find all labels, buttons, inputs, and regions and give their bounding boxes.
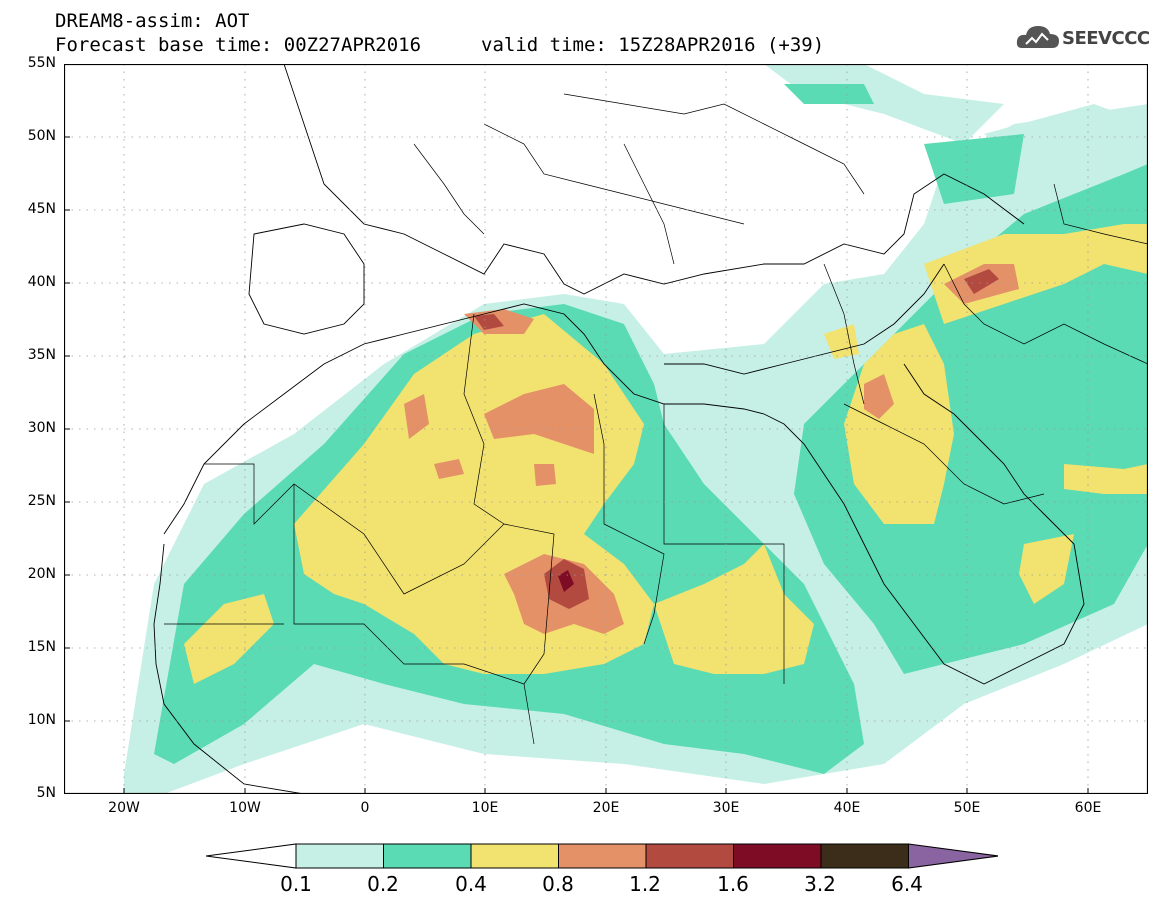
coastlines <box>153 64 1085 794</box>
lon-label: 50E <box>953 800 981 816</box>
lat-label: 40N <box>27 274 56 290</box>
colorbar-cell <box>733 843 822 869</box>
lon-label: 40E <box>833 800 861 816</box>
lon-label: 20E <box>592 800 620 816</box>
colorbar-label: 3.2 <box>804 872 836 896</box>
lat-label: 35N <box>27 347 56 363</box>
colorbar-label: 1.2 <box>629 872 661 896</box>
colorbar-below-arrow <box>206 843 297 869</box>
cloud-icon <box>1016 26 1059 48</box>
lat-label: 50N <box>27 128 56 144</box>
lat-label: 10N <box>27 712 56 728</box>
colorbar-label: 0.8 <box>542 872 574 896</box>
aot-map <box>64 64 1148 794</box>
colorbar-label: 6.4 <box>891 872 923 896</box>
colorbar-above-arrow <box>908 843 998 869</box>
lon-label: 60E <box>1074 800 1102 816</box>
colorbar-cell <box>820 843 909 869</box>
country-borders <box>164 93 1148 745</box>
colorbar-cell <box>645 843 734 869</box>
lat-label: 25N <box>27 493 56 509</box>
lat-label: 30N <box>27 420 56 436</box>
colorbar-cell <box>558 843 647 869</box>
aot-contour-0.8 <box>404 264 1019 634</box>
lon-label: 30E <box>712 800 740 816</box>
aot-contour-1.6 <box>558 570 574 592</box>
logo-text: SEEVCCC <box>1062 28 1150 49</box>
lat-label: 55N <box>27 55 56 71</box>
lon-label: 20W <box>108 800 140 816</box>
colorbar-cell <box>295 843 384 869</box>
colorbar-cell <box>470 843 559 869</box>
seevccc-logo: SEEVCCC <box>1016 22 1156 58</box>
colorbar-label: 0.1 <box>280 872 312 896</box>
lat-label: 20N <box>27 566 56 582</box>
lat-label: 5N <box>36 785 56 801</box>
valid-time: valid time: 15Z28APR2016 (+39) <box>481 34 825 56</box>
lon-label: 0 <box>360 800 370 816</box>
colorbar-label: 0.4 <box>455 872 487 896</box>
axis-ticks <box>64 136 1089 794</box>
lat-label: 45N <box>27 201 56 217</box>
map-title: DREAM8-assim: AOT <box>55 10 250 32</box>
lon-label: 10E <box>471 800 499 816</box>
colorbar-cell <box>383 843 472 869</box>
lat-label: 15N <box>27 639 56 655</box>
forecast-base-time: Forecast base time: 00Z27APR2016 <box>55 34 422 56</box>
colorbar-label: 1.6 <box>717 872 749 896</box>
colorbar <box>206 843 998 869</box>
gridlines <box>64 64 1148 794</box>
colorbar-label: 0.2 <box>367 872 399 896</box>
lon-label: 10W <box>229 800 261 816</box>
